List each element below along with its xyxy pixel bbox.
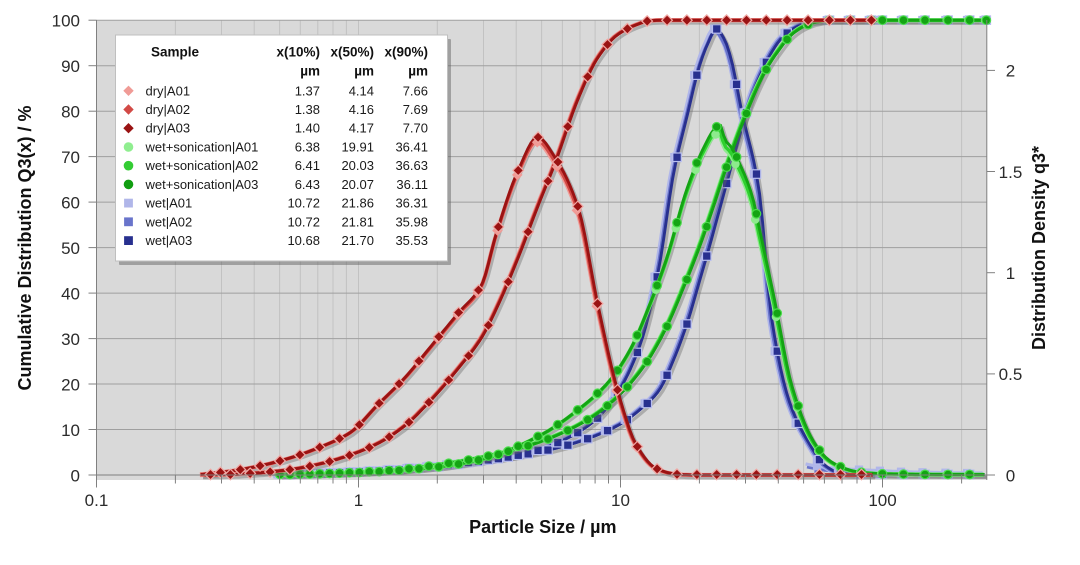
svg-text:wet+sonication|A02: wet+sonication|A02 (145, 158, 259, 173)
svg-text:6.41: 6.41 (295, 158, 320, 173)
svg-text:Cumulative Distribution Q3(x): Cumulative Distribution Q3(x) / % (15, 105, 35, 390)
svg-text:Sample: Sample (151, 45, 200, 60)
svg-text:wet|A02: wet|A02 (145, 214, 193, 229)
svg-text:6.43: 6.43 (295, 177, 320, 192)
svg-text:wet+sonication|A01: wet+sonication|A01 (145, 140, 259, 155)
svg-text:10.72: 10.72 (287, 196, 320, 211)
svg-text:90: 90 (61, 57, 80, 76)
svg-text:20.07: 20.07 (341, 177, 374, 192)
svg-text:100: 100 (868, 491, 896, 510)
svg-text:100: 100 (52, 12, 80, 31)
svg-text:Distribution Density q3*: Distribution Density q3* (1029, 146, 1049, 350)
svg-text:36.11: 36.11 (396, 177, 428, 192)
svg-text:dry|A02: dry|A02 (146, 102, 191, 117)
svg-text:wet|A01: wet|A01 (145, 196, 193, 211)
svg-text:80: 80 (61, 103, 80, 122)
svg-text:20: 20 (61, 375, 80, 394)
svg-text:1.5: 1.5 (999, 163, 1023, 182)
svg-text:dry|A01: dry|A01 (146, 83, 191, 98)
svg-text:0: 0 (71, 466, 80, 485)
svg-text:4.17: 4.17 (349, 121, 374, 136)
svg-text:10.68: 10.68 (287, 233, 320, 248)
svg-text:10: 10 (611, 491, 630, 510)
svg-text:36.31: 36.31 (395, 196, 428, 211)
svg-text:20.03: 20.03 (341, 158, 374, 173)
svg-text:30: 30 (61, 330, 80, 349)
svg-text:wet+sonication|A03: wet+sonication|A03 (145, 177, 259, 192)
svg-text:35.98: 35.98 (395, 214, 428, 229)
svg-text:36.63: 36.63 (395, 158, 428, 173)
svg-text:0.1: 0.1 (85, 491, 109, 510)
svg-text:7.66: 7.66 (403, 83, 428, 98)
svg-text:4.14: 4.14 (349, 83, 374, 98)
svg-text:4.16: 4.16 (349, 102, 374, 117)
svg-text:36.41: 36.41 (395, 140, 428, 155)
svg-text:19.91: 19.91 (341, 140, 374, 155)
svg-text:10.72: 10.72 (287, 214, 320, 229)
svg-text:7.69: 7.69 (403, 102, 428, 117)
svg-text:1.40: 1.40 (295, 121, 320, 136)
svg-text:35.53: 35.53 (395, 233, 428, 248)
svg-text:50: 50 (61, 239, 80, 258)
svg-text:µm: µm (408, 64, 428, 79)
svg-text:x(50%): x(50%) (330, 45, 374, 60)
svg-text:wet|A03: wet|A03 (145, 233, 193, 248)
svg-text:21.70: 21.70 (341, 233, 374, 248)
svg-text:0: 0 (1006, 466, 1015, 485)
svg-text:70: 70 (61, 148, 80, 167)
svg-text:1: 1 (1006, 264, 1015, 283)
svg-text:7.70: 7.70 (403, 121, 428, 136)
svg-text:µm: µm (354, 64, 374, 79)
svg-text:0.5: 0.5 (999, 365, 1023, 384)
svg-text:21.86: 21.86 (341, 196, 374, 211)
svg-text:Particle Size / µm: Particle Size / µm (469, 517, 616, 537)
svg-text:40: 40 (61, 284, 80, 303)
svg-text:1: 1 (354, 491, 363, 510)
svg-text:60: 60 (61, 193, 80, 212)
svg-text:x(10%): x(10%) (276, 45, 320, 60)
svg-text:x(90%): x(90%) (384, 45, 428, 60)
svg-text:6.38: 6.38 (295, 140, 320, 155)
svg-text:21.81: 21.81 (341, 214, 374, 229)
svg-text:dry|A03: dry|A03 (146, 121, 191, 136)
svg-text:2: 2 (1006, 62, 1015, 81)
svg-text:10: 10 (61, 421, 80, 440)
svg-text:1.38: 1.38 (295, 102, 320, 117)
svg-text:µm: µm (300, 64, 320, 79)
svg-text:1.37: 1.37 (295, 83, 320, 98)
